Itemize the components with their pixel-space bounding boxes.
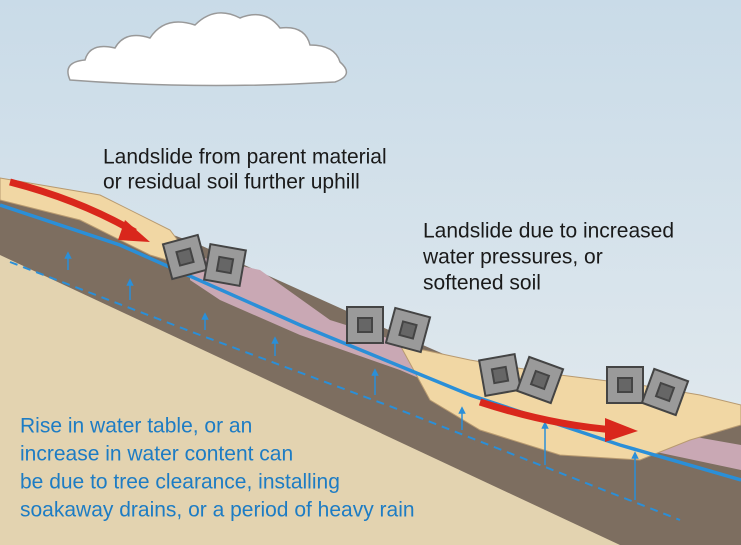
label-line: softened soil	[423, 272, 541, 295]
diagram: Landslide from parent materialor residua…	[0, 0, 741, 545]
label-line: be due to tree clearance, installing	[20, 471, 340, 494]
label-line: water pressures, or	[422, 246, 603, 269]
label-line: Landslide from parent material	[103, 146, 387, 169]
label-line: soakaway drains, or a period of heavy ra…	[20, 499, 415, 522]
label-line: Rise in water table, or an	[20, 415, 252, 438]
label-line: Landslide due to increased	[423, 220, 674, 243]
label-line: increase in water content can	[20, 443, 293, 466]
label-line: or residual soil further uphill	[103, 171, 360, 194]
